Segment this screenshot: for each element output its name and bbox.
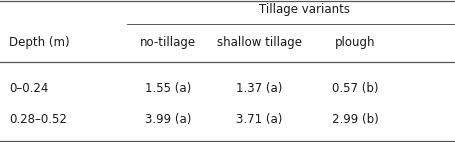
Text: 1.55 (a): 1.55 (a): [145, 82, 192, 95]
Text: plough: plough: [334, 36, 375, 49]
Text: shallow tillage: shallow tillage: [217, 36, 302, 49]
Text: 1.37 (a): 1.37 (a): [236, 82, 283, 95]
Text: 3.71 (a): 3.71 (a): [236, 113, 283, 126]
Text: 2.99 (b): 2.99 (b): [332, 113, 378, 126]
Text: Tillage variants: Tillage variants: [259, 3, 350, 16]
Text: no-tillage: no-tillage: [140, 36, 197, 49]
Text: 0.57 (b): 0.57 (b): [332, 82, 378, 95]
Text: 0.28–0.52: 0.28–0.52: [9, 113, 67, 126]
Text: Depth (m): Depth (m): [9, 36, 70, 49]
Text: 0–0.24: 0–0.24: [9, 82, 49, 95]
Text: 3.99 (a): 3.99 (a): [145, 113, 192, 126]
